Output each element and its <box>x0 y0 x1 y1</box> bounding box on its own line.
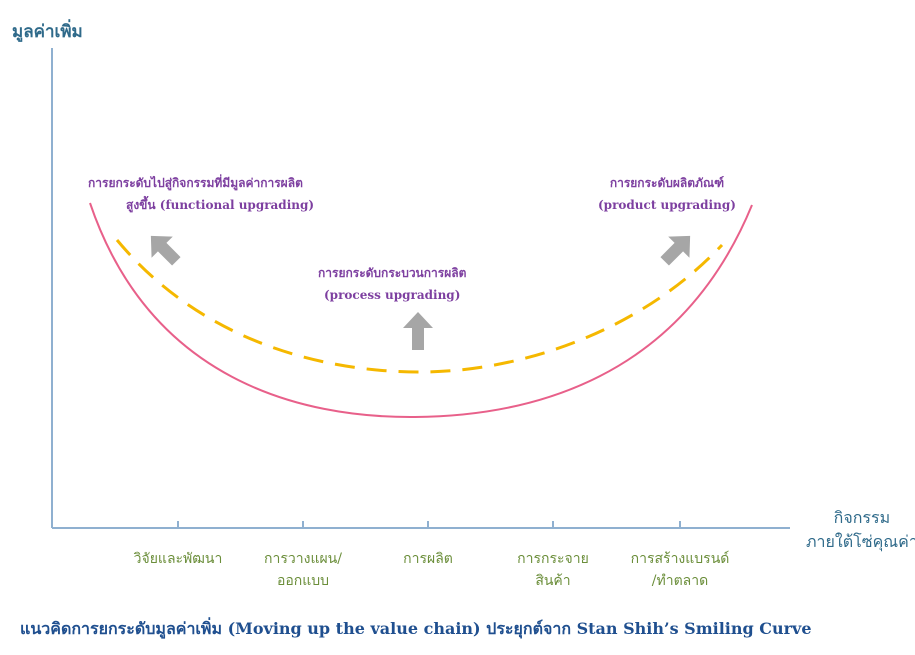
activity-label-branding: การสร้างแบรนด์ /ทำตลาด <box>631 548 730 592</box>
functional-upgrade-arrow-icon <box>150 235 181 266</box>
smiling-curve-dashed <box>115 239 724 374</box>
activity-line2: ออกแบบ <box>276 573 330 589</box>
activity-label-rnd: วิจัยและพัฒนา <box>134 548 223 570</box>
activity-label-design: การวางแผน/ ออกแบบ <box>264 548 342 592</box>
product-upgrading-annotation: การยกระดับผลิตภัณฑ์ (product upgrading) <box>598 172 736 216</box>
x-axis-label-line1: กิจกรรม <box>833 508 891 527</box>
activity-line1: วิจัยและพัฒนา <box>133 551 223 567</box>
annotation-line2: สูงขึ้น (functional upgrading) <box>126 198 315 212</box>
annotation-line1: การยกระดับผลิตภัณฑ์ <box>609 176 725 190</box>
x-axis-label: กิจกรรม ภายใต้โซ่คุณค่า <box>806 506 915 554</box>
annotation-line2: (product upgrading) <box>598 198 736 212</box>
activity-line1: การผลิต <box>403 551 453 567</box>
process-upgrading-annotation: การยกระดับกระบวนการผลิต (process upgradi… <box>318 262 466 306</box>
activity-line1: การวางแผน/ <box>264 551 342 567</box>
annotation-line1: การยกระดับกระบวนการผลิต <box>318 266 467 280</box>
smiling-curve-solid <box>89 202 753 419</box>
annotation-line1: การยกระดับไปสู่กิจกรรมที่มีมูลค่าการผลิต <box>88 176 303 190</box>
annotation-line2: (process upgrading) <box>324 288 461 302</box>
functional-upgrading-annotation: การยกระดับไปสู่กิจกรรมที่มีมูลค่าการผลิต… <box>88 172 314 216</box>
y-axis-label: มูลค่าเพิ่ม <box>12 22 83 42</box>
activity-line1: การสร้างแบรนด์ <box>630 551 730 567</box>
product-upgrade-arrow-icon <box>660 235 691 266</box>
activity-line1: การกระจาย <box>517 551 589 567</box>
activity-label-production: การผลิต <box>403 548 453 570</box>
activity-label-distribution: การกระจาย สินค้า <box>517 548 589 592</box>
activity-line2: สินค้า <box>535 573 571 589</box>
activity-line2: /ทำตลาด <box>651 573 709 589</box>
x-axis-label-line2: ภายใต้โซ่คุณค่า <box>806 532 915 551</box>
process-upgrade-arrow-icon <box>403 312 433 350</box>
figure-caption: แนวคิดการยกระดับมูลค่าเพิ่ม (Moving up t… <box>20 619 812 638</box>
